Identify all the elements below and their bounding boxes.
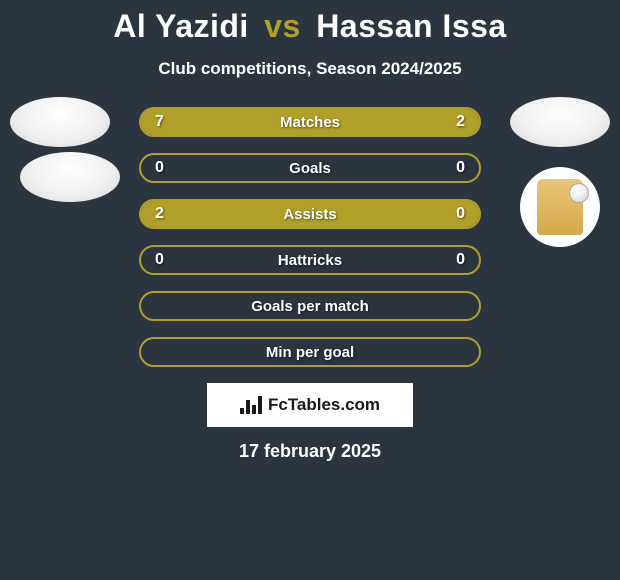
- player1-name: Al Yazidi: [113, 8, 249, 44]
- stat-row: Min per goal: [139, 337, 481, 367]
- vs-label: vs: [264, 8, 301, 44]
- stat-label: Min per goal: [141, 344, 479, 361]
- player2-avatar-placeholder: [510, 97, 610, 147]
- bars-icon: [240, 396, 262, 414]
- stat-label: Goals: [141, 160, 479, 177]
- stat-value-right: 2: [456, 113, 465, 131]
- subtitle: Club competitions, Season 2024/2025: [0, 59, 620, 79]
- stat-row: Goals per match: [139, 291, 481, 321]
- stat-label: Matches: [141, 114, 479, 131]
- trophy-icon: [537, 179, 583, 235]
- stats-area: 7Matches20Goals02Assists00Hattricks0Goal…: [0, 107, 620, 367]
- stat-value-right: 0: [456, 159, 465, 177]
- date: 17 february 2025: [0, 441, 620, 462]
- stat-label: Goals per match: [141, 298, 479, 315]
- stat-label: Assists: [141, 206, 479, 223]
- player1-avatar-placeholder: [10, 97, 110, 147]
- player1-avatar-placeholder-2: [20, 152, 120, 202]
- player2-badge: [520, 167, 600, 247]
- player2-name: Hassan Issa: [316, 8, 507, 44]
- stat-row: 2Assists0: [139, 199, 481, 229]
- stat-row: 0Goals0: [139, 153, 481, 183]
- stat-value-right: 0: [456, 205, 465, 223]
- stat-label: Hattricks: [141, 252, 479, 269]
- stat-row: 7Matches2: [139, 107, 481, 137]
- comparison-card: Al Yazidi vs Hassan Issa Club competitio…: [0, 0, 620, 462]
- stat-rows: 7Matches20Goals02Assists00Hattricks0Goal…: [139, 107, 481, 367]
- watermark-text: FcTables.com: [268, 395, 380, 415]
- stat-row: 0Hattricks0: [139, 245, 481, 275]
- title: Al Yazidi vs Hassan Issa: [0, 8, 620, 45]
- stat-value-right: 0: [456, 251, 465, 269]
- watermark: FcTables.com: [207, 383, 413, 427]
